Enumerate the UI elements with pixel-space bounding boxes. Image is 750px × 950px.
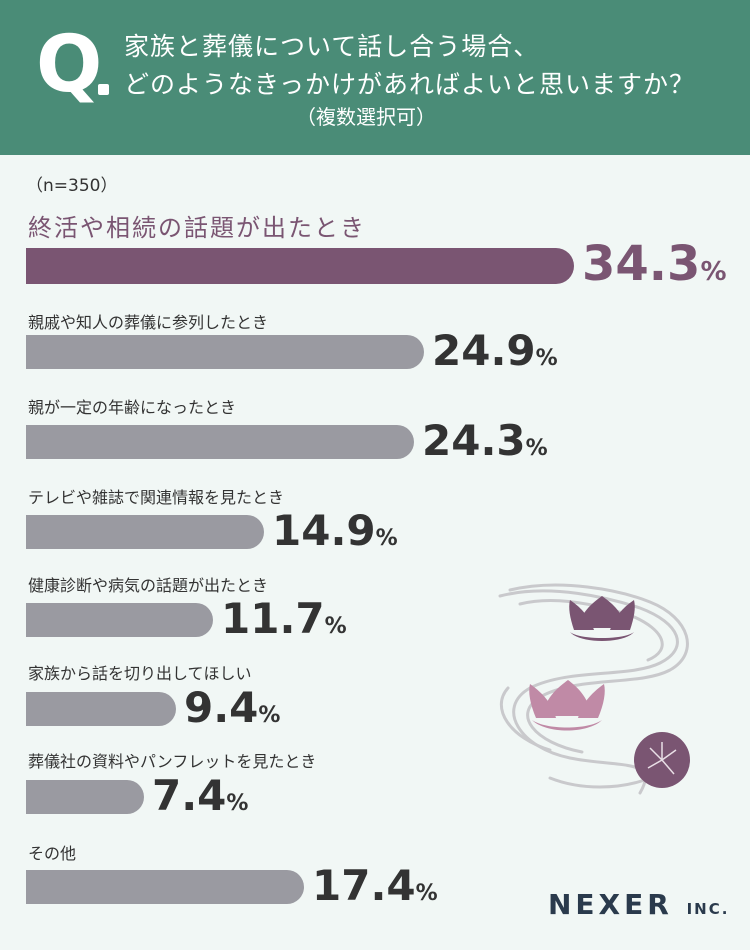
- value-unit: %: [258, 703, 281, 728]
- value-label: 14.9%: [272, 506, 398, 555]
- question-line-1: 家族と葬儀について話し合う場合、: [124, 32, 540, 61]
- sample-size: （n=350）: [26, 176, 118, 196]
- value-unit: %: [525, 436, 548, 461]
- q-mark: Q: [36, 20, 103, 110]
- category-label: 家族から話を切り出してほしい: [28, 664, 252, 683]
- value-label: 34.3%: [582, 236, 727, 292]
- lily-pad: [634, 732, 690, 788]
- bar: [26, 425, 414, 459]
- bar: [26, 335, 424, 369]
- lotus-flower-upper: [569, 596, 635, 641]
- value-label: 7.4%: [152, 771, 248, 820]
- value-label: 11.7%: [221, 594, 347, 643]
- category-label: 終活や相続の話題が出たとき: [28, 214, 366, 242]
- value-label: 9.4%: [184, 683, 280, 732]
- lotus-decoration-icon: [498, 583, 690, 795]
- bar: [26, 248, 574, 284]
- question-header: Q 家族と葬儀について話し合う場合、 どのようなきっかけがあればよいと思いますか…: [0, 0, 750, 155]
- value-unit: %: [324, 614, 347, 639]
- value-label: 24.9%: [432, 326, 558, 375]
- value-unit: %: [415, 881, 438, 906]
- value-label: 24.3%: [422, 416, 548, 465]
- value-number: 14.9: [272, 506, 376, 555]
- value-unit: %: [700, 257, 727, 287]
- nexer-logo: NEXER INC.: [548, 888, 729, 921]
- category-label: テレビや雑誌で関連情報を見たとき: [28, 488, 285, 507]
- question-line-2: どのようなきっかけがあればよいと思いますか？: [124, 70, 696, 99]
- value-number: 17.4: [312, 861, 416, 910]
- value-unit: %: [535, 346, 558, 371]
- bar: [26, 780, 144, 814]
- value-number: 11.7: [221, 594, 325, 643]
- value-number: 9.4: [184, 683, 259, 732]
- logo-suffix: INC.: [686, 900, 730, 918]
- logo-text: NEXER: [548, 888, 673, 921]
- value-unit: %: [375, 526, 398, 551]
- bar: [26, 515, 264, 549]
- bar: [26, 603, 213, 637]
- category-label: 親戚や知人の葬儀に参列したとき: [28, 313, 269, 332]
- category-label: 健康診断や病気の話題が出たとき: [28, 576, 269, 595]
- lotus-flower-lower: [529, 680, 605, 731]
- bar: [26, 692, 176, 726]
- value-number: 34.3: [582, 236, 701, 292]
- value-label: 17.4%: [312, 861, 438, 910]
- value-unit: %: [226, 791, 249, 816]
- value-number: 24.3: [422, 416, 526, 465]
- bar: [26, 870, 304, 904]
- category-label: 葬儀社の資料やパンフレットを見たとき: [28, 752, 317, 771]
- category-label: 親が一定の年齢になったとき: [28, 398, 237, 417]
- category-label: その他: [28, 844, 77, 863]
- q-dot: [98, 84, 109, 95]
- multiple-choice-note: （複数選択可）: [296, 105, 436, 129]
- value-number: 7.4: [152, 771, 227, 820]
- value-number: 24.9: [432, 326, 536, 375]
